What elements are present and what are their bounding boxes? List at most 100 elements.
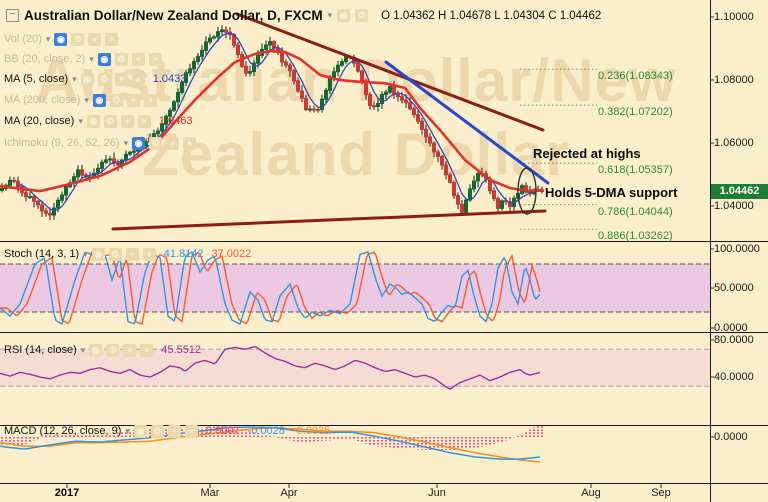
chevron-down-icon[interactable]: ▾ [45,33,51,44]
close-icon[interactable]: × [148,52,162,66]
fib-level-label: 0.236(1.08343) [598,70,673,82]
indicator-row: Vol (20) ▾ ◉ ⚙ + × [4,32,119,46]
plus-icon[interactable]: + [126,93,140,107]
gear-icon[interactable]: ⚙ [150,424,164,438]
eye-icon[interactable]: ◉ [97,52,111,66]
pane-indicator-label[interactable]: MACD (12, 26, close, 9) [4,425,122,437]
indicator-row: BB (20, close, 2) ▾ ◉ ⚙ + × [4,52,162,66]
eye-icon[interactable]: ◉ [92,93,106,107]
indicator-row: Ichimoku (9, 26, 52, 26) ▾ ◉ ⚙ + × [4,136,197,150]
pane-indicator-label[interactable]: Stoch (14, 3, 1) [4,248,80,260]
close-icon[interactable]: × [131,72,145,86]
plus-icon[interactable]: + [167,424,181,438]
pane-indicator-value: 37.0022 [211,248,252,260]
chevron-down-icon[interactable]: ▾ [123,137,129,148]
plus-icon[interactable]: + [120,114,134,128]
symbol-title[interactable]: Australian Dollar/New Zealand Dollar, D,… [24,8,323,23]
time-axis-label: Sep [651,487,671,499]
pane-indicator-value: 45.5512 [161,344,202,356]
gear-icon[interactable]: ⚙ [71,32,85,46]
indicator-axis-label: 0.0000 [714,431,748,443]
chevron-down-icon[interactable]: ▾ [72,73,77,84]
indicator-axis-label: 50.0000 [714,282,754,294]
time-axis-label: Apr [280,487,298,499]
last-price-badge: 1.04462 [711,184,768,199]
plus-icon[interactable]: + [131,52,145,66]
eye-icon[interactable]: ◉ [80,72,94,86]
annotation-rejected-at-highs: Rejected at highs [533,146,641,161]
time-axis-label: Jun [428,487,446,499]
ohlc-readout: O 1.04362 H 1.04678 L 1.04304 C 1.04462 [381,9,602,22]
gear-icon[interactable]: ⚙ [97,72,111,86]
chevron-down-icon[interactable]: ▾ [327,10,333,20]
stoch-d-line [0,251,541,325]
eye-icon[interactable]: ◉ [89,343,103,357]
pane-legend-row: MACD (12, 26, close, 9) ▾ ◉ ⚙ + × 0.0007 -0.002… [4,424,330,438]
close-icon[interactable]: × [137,114,151,128]
indicator-row: MA (200, close) ▾ ◉ ⚙ + × [4,93,157,107]
pane-indicator-value: 41.8142 [163,248,204,260]
plus-icon[interactable]: + [114,72,128,86]
price-pane [0,12,597,231]
annotation-holds-5dma: Holds 5-DMA support [545,185,678,200]
price-axis-label: 1.08000 [714,74,754,86]
gear-icon[interactable]: ⚙ [114,52,128,66]
indicator-label[interactable]: MA (20, close) [4,115,75,127]
eye-icon[interactable]: ◉ [54,32,68,46]
gear-icon[interactable]: ⚙ [109,93,123,107]
indicator-axis-label: 80.0000 [714,334,754,346]
indicator-label[interactable]: Ichimoku (9, 26, 52, 26) [4,137,120,149]
chart-header: − Australian Dollar/New Zealand Dollar, … [6,8,601,23]
pane-indicator-value: 0.0007 [205,425,240,437]
pane-legend-row: RSI (14, close) ▾ ◉ ⚙ + × 45.5512 [4,343,201,357]
close-icon[interactable]: × [105,32,119,46]
chevron-down-icon[interactable]: ▾ [80,344,86,355]
eye-icon[interactable]: ◉ [132,136,146,150]
eye-icon[interactable]: ◉ [91,247,105,261]
indicator-label[interactable]: MA (5, close) [4,73,69,85]
close-icon[interactable]: × [183,136,197,150]
rsi-line [0,346,541,390]
compare-icon[interactable]: ◉ [337,9,351,22]
chevron-down-icon[interactable]: ▾ [78,115,83,126]
pane-indicator-label[interactable]: RSI (14, close) [4,344,77,356]
eye-icon[interactable]: ◉ [86,114,100,128]
close-icon[interactable]: × [184,424,198,438]
chevron-down-icon[interactable]: ▾ [84,94,89,105]
resistance-trendline [235,12,545,132]
indicator-label[interactable]: MA (200, close) [4,94,81,106]
pane-indicator-value: -0.0035 [292,425,331,437]
close-icon[interactable]: × [143,93,157,107]
gear-icon[interactable]: ⚙ [355,9,369,22]
gear-icon[interactable]: ⚙ [108,247,122,261]
collapse-icon[interactable]: − [6,9,19,22]
eye-icon[interactable]: ◉ [133,424,147,438]
indicator-value: 1.0433 [152,73,187,85]
macd-line [0,426,541,460]
plus-icon[interactable]: + [123,343,137,357]
indicator-row: MA (5, close) ▾ ◉ ⚙ + × 1.0433 [4,72,186,86]
chevron-down-icon[interactable]: ▾ [125,425,130,436]
close-icon[interactable]: × [140,343,154,357]
stochastic-pane [0,251,710,326]
ma5-line [17,32,543,212]
pane-indicator-value: -0.0028 [247,425,285,437]
gear-icon[interactable]: ⚙ [103,114,117,128]
indicator-label[interactable]: Vol (20) [4,33,42,45]
gear-icon[interactable]: ⚙ [149,136,163,150]
indicator-axis-label: 0.0000 [714,322,748,334]
falling-blue-trendline [384,60,550,185]
chevron-down-icon[interactable]: ▾ [83,248,88,259]
chevron-down-icon[interactable]: ▾ [89,53,94,64]
indicator-label[interactable]: BB (20, close, 2) [4,53,86,65]
time-axis-label: 2017 [54,487,80,499]
plus-icon[interactable]: + [166,136,180,150]
indicator-value: 1.0463 [158,115,193,127]
price-axis-label: 1.10000 [714,11,754,23]
close-icon[interactable]: × [142,247,156,261]
gear-icon[interactable]: ⚙ [106,343,120,357]
plus-icon[interactable]: + [125,247,139,261]
plus-icon[interactable]: + [88,32,102,46]
